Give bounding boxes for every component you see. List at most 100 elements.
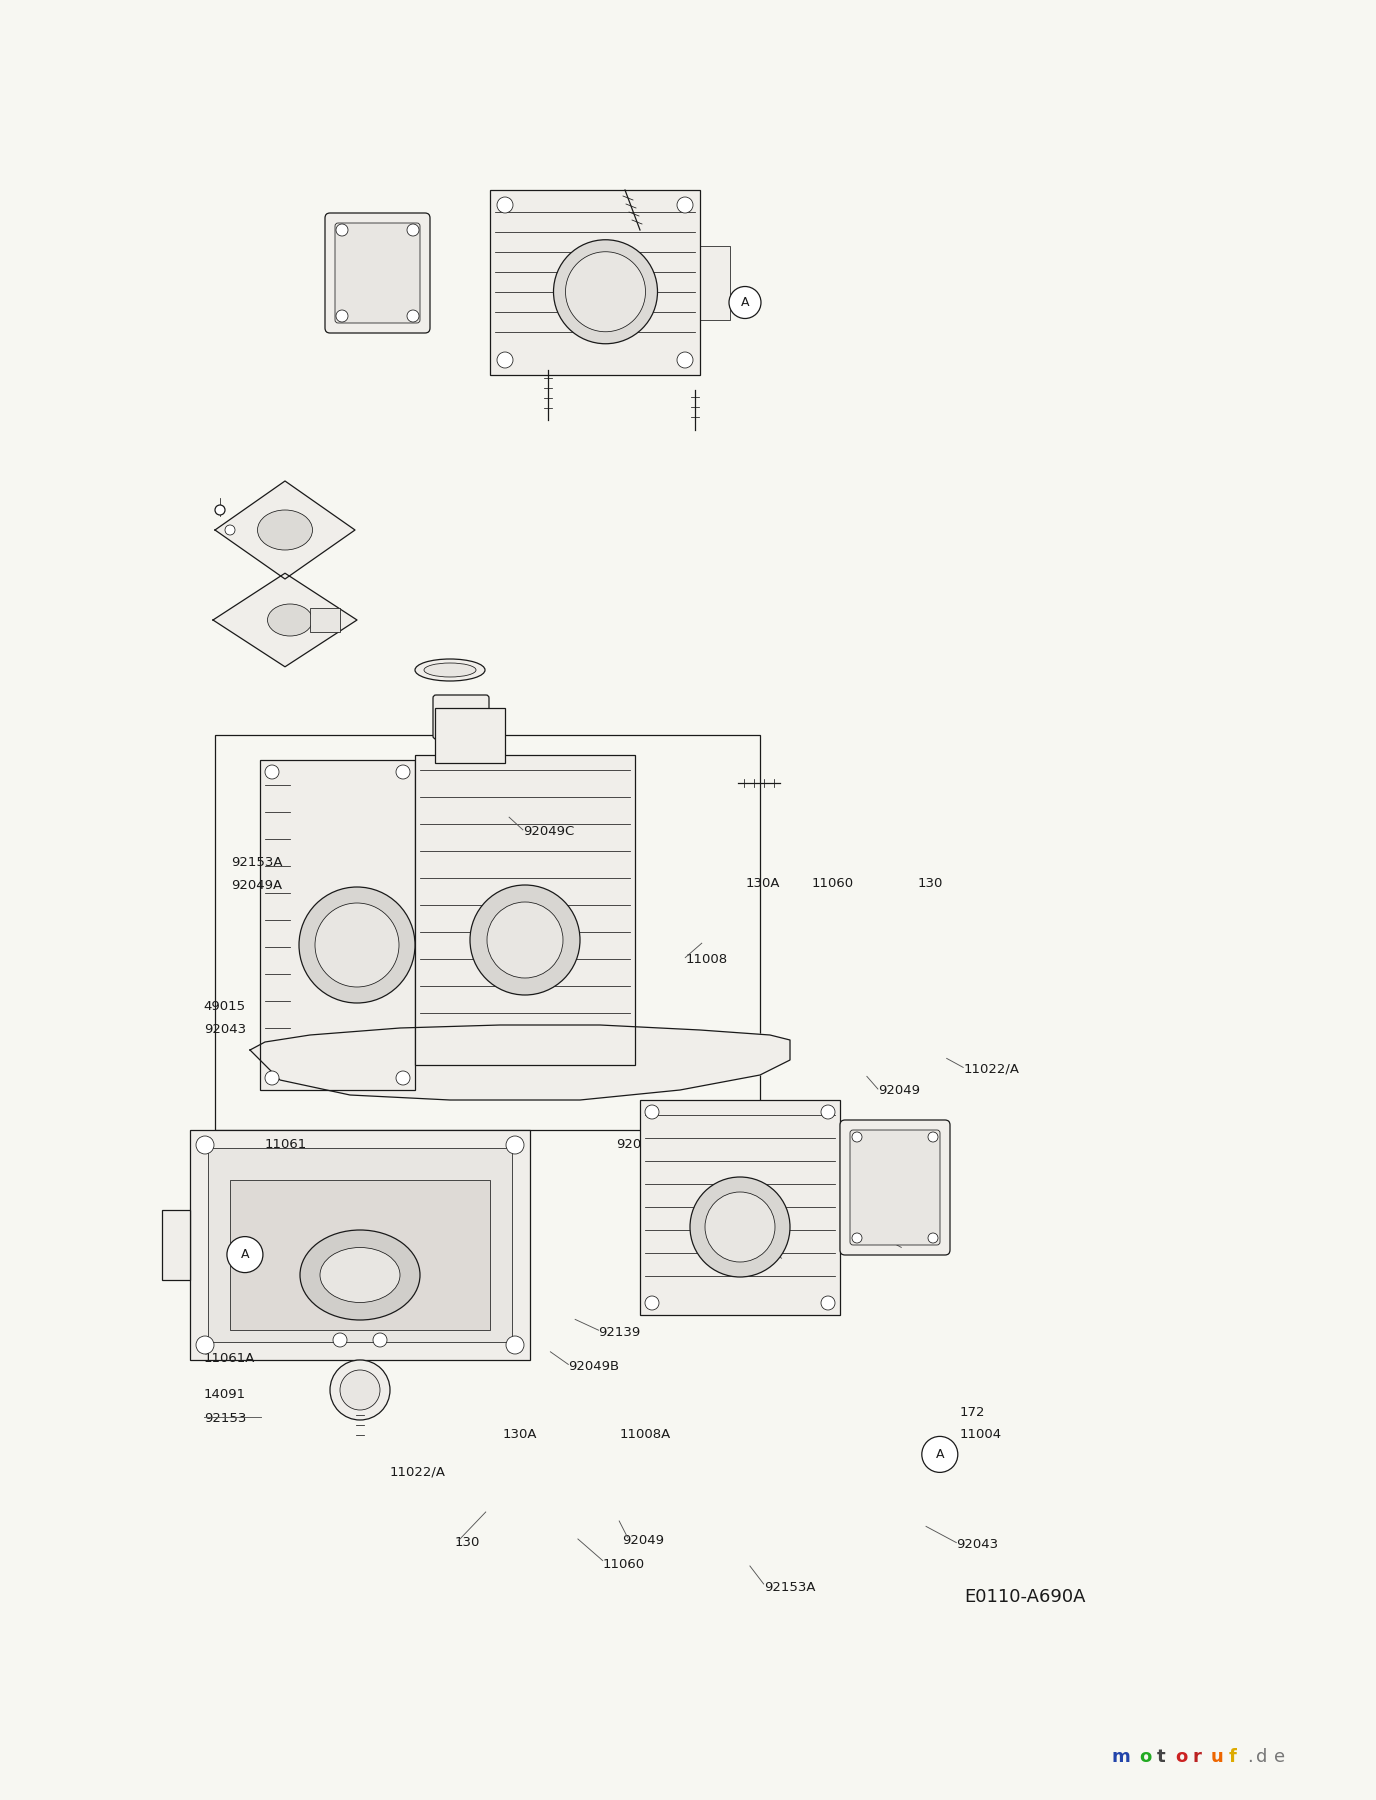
Text: 130: 130 (454, 1535, 479, 1550)
Circle shape (407, 310, 420, 322)
Text: 49120: 49120 (901, 1242, 944, 1256)
FancyBboxPatch shape (325, 212, 429, 333)
Text: d: d (1256, 1748, 1267, 1766)
Bar (230, 1181, 490, 1330)
Bar (190, 1130, 530, 1361)
Text: 130: 130 (918, 877, 943, 891)
Text: o: o (1139, 1748, 1152, 1766)
Bar (260, 760, 416, 1091)
Text: 92153A: 92153A (823, 1138, 874, 1152)
Circle shape (677, 196, 694, 212)
Circle shape (227, 1237, 263, 1273)
Text: 92043: 92043 (616, 1138, 659, 1152)
Circle shape (689, 1177, 790, 1276)
Bar (640, 1100, 839, 1316)
Polygon shape (250, 1024, 790, 1100)
Circle shape (330, 1361, 389, 1420)
Bar (208, 1148, 512, 1343)
Text: 11008: 11008 (685, 952, 728, 967)
Circle shape (821, 1296, 835, 1310)
Ellipse shape (300, 1229, 420, 1319)
Ellipse shape (267, 605, 312, 635)
Ellipse shape (424, 662, 476, 677)
Ellipse shape (321, 1247, 400, 1303)
Text: 92153A: 92153A (231, 855, 282, 869)
Text: 49015: 49015 (204, 999, 246, 1013)
Circle shape (506, 1136, 524, 1154)
FancyBboxPatch shape (850, 1130, 940, 1246)
Circle shape (266, 1071, 279, 1085)
Text: 11061: 11061 (264, 1138, 307, 1152)
Text: r: r (1193, 1748, 1201, 1766)
Circle shape (821, 1105, 835, 1120)
Circle shape (927, 1132, 938, 1141)
Circle shape (506, 1336, 524, 1354)
Text: t: t (1157, 1748, 1165, 1766)
Text: 92153A: 92153A (764, 1580, 815, 1595)
FancyBboxPatch shape (433, 695, 488, 740)
Circle shape (299, 887, 416, 1003)
Text: A: A (241, 1247, 249, 1262)
Text: 14091: 14091 (204, 1388, 246, 1402)
Circle shape (336, 223, 348, 236)
Text: 11060: 11060 (812, 877, 854, 891)
Text: 92153: 92153 (204, 1411, 246, 1426)
Text: 92043: 92043 (956, 1537, 999, 1552)
Circle shape (729, 286, 761, 319)
Text: 92049: 92049 (622, 1534, 665, 1548)
Text: 92049C: 92049C (523, 824, 574, 839)
Circle shape (487, 902, 563, 977)
Text: 92049B: 92049B (568, 1359, 619, 1373)
Text: 172: 172 (959, 1406, 985, 1420)
Text: 92049A: 92049A (231, 878, 282, 893)
Ellipse shape (257, 509, 312, 551)
Text: 92139: 92139 (599, 1325, 641, 1339)
Bar (215, 734, 760, 1130)
Text: .: . (1247, 1748, 1252, 1766)
Circle shape (927, 1233, 938, 1244)
Text: 11061A: 11061A (204, 1352, 255, 1366)
Text: u: u (1211, 1748, 1223, 1766)
Circle shape (566, 252, 645, 331)
Text: m: m (1112, 1748, 1131, 1766)
Circle shape (195, 1336, 215, 1354)
Circle shape (852, 1233, 861, 1244)
Circle shape (852, 1132, 861, 1141)
Circle shape (645, 1105, 659, 1120)
Text: A: A (936, 1447, 944, 1462)
Circle shape (336, 310, 348, 322)
Circle shape (315, 904, 399, 986)
Circle shape (195, 1136, 215, 1154)
Circle shape (677, 353, 694, 367)
Ellipse shape (416, 659, 484, 680)
Text: 130A: 130A (746, 877, 780, 891)
Circle shape (497, 353, 513, 367)
Circle shape (553, 239, 658, 344)
FancyBboxPatch shape (334, 223, 420, 322)
Text: A: A (740, 295, 750, 310)
Circle shape (373, 1334, 387, 1346)
Text: 11004: 11004 (959, 1427, 1002, 1442)
FancyBboxPatch shape (839, 1120, 949, 1255)
Circle shape (407, 223, 420, 236)
Circle shape (396, 1071, 410, 1085)
Text: o: o (1175, 1748, 1187, 1766)
Polygon shape (213, 572, 356, 666)
Circle shape (705, 1192, 775, 1262)
Circle shape (396, 765, 410, 779)
Circle shape (340, 1370, 380, 1409)
Circle shape (922, 1436, 958, 1472)
Bar (435, 707, 505, 763)
Text: 59071: 59071 (782, 1253, 824, 1267)
Text: 11022/A: 11022/A (389, 1465, 446, 1480)
Bar (490, 191, 700, 374)
Circle shape (471, 886, 581, 995)
Circle shape (226, 526, 235, 535)
Circle shape (266, 765, 279, 779)
Bar (700, 245, 731, 320)
Text: 11004: 11004 (710, 1138, 753, 1152)
Text: e: e (1274, 1748, 1285, 1766)
Text: 92043: 92043 (204, 1022, 246, 1037)
Text: 130A: 130A (502, 1427, 537, 1442)
Bar (310, 608, 340, 632)
